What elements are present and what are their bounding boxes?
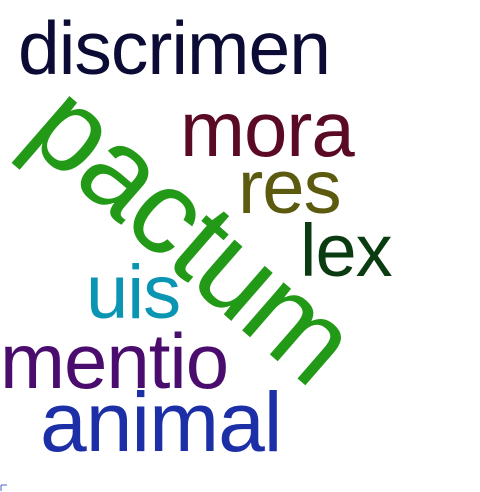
word-uis: uis <box>86 250 181 335</box>
word-mentio: mentio <box>0 317 229 405</box>
word-discrimen: discrimen <box>18 6 331 90</box>
word-animal: animal <box>40 375 282 469</box>
word-lex: lex <box>300 209 393 292</box>
word-mora: mora <box>180 85 355 173</box>
word-res: res <box>238 145 342 230</box>
corner-bracket-icon <box>0 484 7 491</box>
